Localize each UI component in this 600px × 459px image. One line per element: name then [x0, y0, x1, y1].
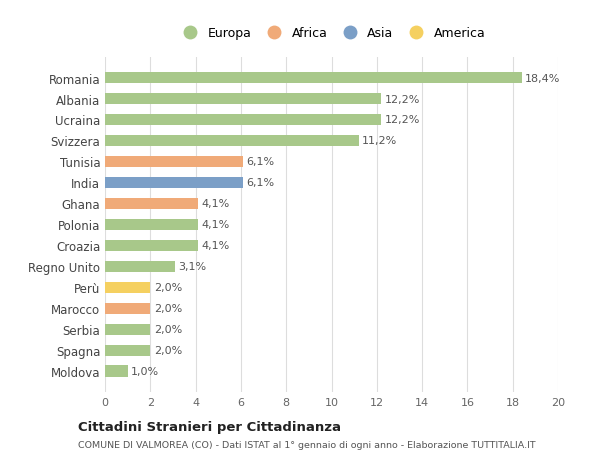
Bar	[105, 73, 522, 84]
Text: 6,1%: 6,1%	[247, 157, 275, 167]
Text: 4,1%: 4,1%	[201, 199, 230, 209]
Text: 2,0%: 2,0%	[154, 346, 182, 356]
Bar	[105, 282, 151, 293]
Text: 4,1%: 4,1%	[201, 220, 230, 230]
Text: 18,4%: 18,4%	[525, 73, 560, 84]
Text: 12,2%: 12,2%	[385, 115, 420, 125]
Bar	[105, 114, 382, 126]
Text: COMUNE DI VALMOREA (CO) - Dati ISTAT al 1° gennaio di ogni anno - Elaborazione T: COMUNE DI VALMOREA (CO) - Dati ISTAT al …	[78, 440, 536, 449]
Bar	[105, 94, 382, 105]
Bar	[105, 135, 359, 147]
Bar	[105, 157, 243, 168]
Bar	[105, 177, 243, 189]
Bar	[105, 345, 151, 356]
Bar	[105, 324, 151, 336]
Text: 3,1%: 3,1%	[179, 262, 207, 272]
Bar	[105, 219, 198, 231]
Bar	[105, 198, 198, 210]
Text: 2,0%: 2,0%	[154, 325, 182, 335]
Text: 2,0%: 2,0%	[154, 304, 182, 313]
Text: 12,2%: 12,2%	[385, 94, 420, 104]
Text: 1,0%: 1,0%	[131, 366, 159, 376]
Text: 6,1%: 6,1%	[247, 178, 275, 188]
Bar	[105, 303, 151, 314]
Text: 11,2%: 11,2%	[362, 136, 397, 146]
Text: 2,0%: 2,0%	[154, 283, 182, 293]
Bar	[105, 240, 198, 252]
Text: Cittadini Stranieri per Cittadinanza: Cittadini Stranieri per Cittadinanza	[78, 420, 341, 433]
Legend: Europa, Africa, Asia, America: Europa, Africa, Asia, America	[174, 23, 489, 44]
Bar	[105, 261, 175, 273]
Text: 4,1%: 4,1%	[201, 241, 230, 251]
Bar	[105, 366, 128, 377]
